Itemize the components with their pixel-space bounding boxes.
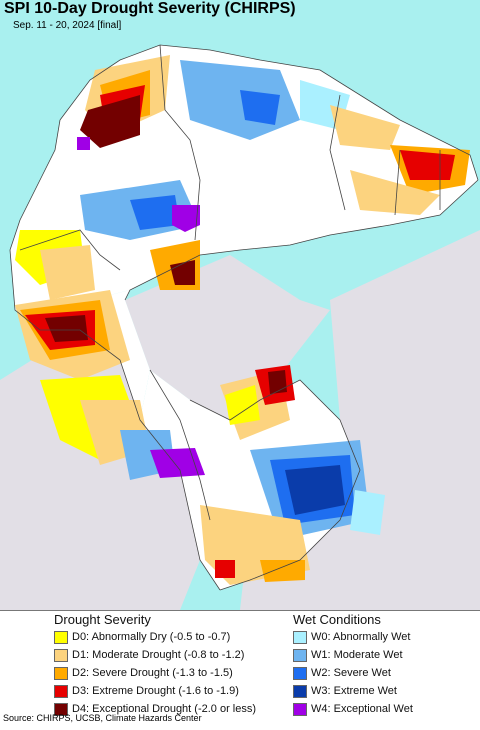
map-panel: SPI 10-Day Drought Severity (CHIRPS) Sep…: [0, 0, 480, 611]
swatch-w2: [293, 666, 307, 680]
border-amazon: [124, 179, 479, 301]
swatch-d1: [54, 648, 68, 662]
drought-legend: Drought Severity D0: Abnormally Dry (-0.…: [54, 611, 256, 718]
patch-d0-bolivia-north: [225, 385, 260, 425]
swatch-w1: [293, 648, 307, 662]
legend-item-d1: D1: Moderate Drought (-0.8 to -1.2): [54, 646, 256, 664]
swatch-w4: [293, 702, 307, 716]
legend: Drought Severity D0: Abnormally Dry (-0.…: [0, 611, 480, 716]
patch-d3-bolivia-south: [215, 560, 235, 578]
patch-d3-guiana: [400, 150, 455, 180]
border-guyana-suriname: [394, 149, 401, 216]
border-peru-bolivia: [149, 369, 211, 521]
map-subtitle: Sep. 11 - 20, 2024 [final]: [13, 20, 122, 31]
severity-patches: [15, 55, 470, 585]
patch-d4-peru: [45, 315, 88, 342]
swatch-d3: [54, 684, 68, 698]
patch-w4-peru: [150, 448, 205, 478]
patch-w4-nw: [77, 137, 90, 150]
swatch-d4: [54, 702, 68, 716]
swatch-w3: [293, 684, 307, 698]
drought-map: [0, 0, 480, 610]
country-borders: [9, 44, 479, 591]
legend-label-d2: D2: Severe Drought (-1.3 to -1.5): [72, 667, 233, 679]
wet-legend: Wet Conditions W0: Abnormally Wet W1: Mo…: [293, 611, 413, 718]
border-bolivia: [189, 379, 361, 591]
patch-d4-east: [170, 260, 195, 285]
patch-w0-bolivia: [350, 490, 385, 535]
patch-d2-bolivia-south: [260, 560, 305, 582]
patch-d4-bolivia-north: [268, 370, 287, 394]
border-north-coast: [59, 44, 479, 181]
swatch-d0: [54, 630, 68, 644]
legend-item-d3: D3: Extreme Drought (-1.6 to -1.9): [54, 682, 256, 700]
legend-item-w1: W1: Moderate Wet: [293, 646, 413, 664]
land-bolivia: [140, 370, 360, 590]
legend-item-d2: D2: Severe Drought (-1.3 to -1.5): [54, 664, 256, 682]
legend-label-w0: W0: Abnormally Wet: [311, 631, 411, 643]
border-ecuador-peru: [19, 229, 121, 271]
patch-d4-north: [80, 95, 140, 148]
drought-legend-heading: Drought Severity: [54, 612, 151, 627]
patch-w2-colombia: [130, 195, 180, 230]
swatch-d2: [54, 666, 68, 680]
legend-item-w0: W0: Abnormally Wet: [293, 628, 413, 646]
legend-label-w3: W3: Extreme Wet: [311, 685, 397, 697]
border-west-coast: [9, 119, 221, 591]
source-credit: Source: CHIRPS, UCSB, Climate Hazards Ce…: [3, 713, 202, 723]
legend-label-d1: D1: Moderate Drought (-0.8 to -1.2): [72, 649, 245, 661]
patch-d1-guiana: [350, 170, 440, 215]
border-venezuela-guyana: [329, 94, 346, 211]
legend-item-d0: D0: Abnormally Dry (-0.5 to -0.7): [54, 628, 256, 646]
legend-label-d3: D3: Extreme Drought (-1.6 to -1.9): [72, 685, 239, 697]
legend-label-d0: D0: Abnormally Dry (-0.5 to -0.7): [72, 631, 231, 643]
map-title: SPI 10-Day Drought Severity (CHIRPS): [4, 0, 296, 17]
patch-d1-ecuador: [40, 245, 95, 300]
legend-item-d4: D4: Exceptional Drought (-2.0 or less): [54, 700, 256, 718]
wet-legend-heading: Wet Conditions: [293, 612, 381, 627]
legend-label-w2: W2: Severe Wet: [311, 667, 391, 679]
legend-label-w1: W1: Moderate Wet: [311, 649, 403, 661]
legend-label-w4: W4: Exceptional Wet: [311, 703, 413, 715]
patch-w2-venezuela: [240, 90, 280, 125]
patch-w3-bolivia: [285, 465, 345, 515]
legend-item-w2: W2: Severe Wet: [293, 664, 413, 682]
patch-w4-colombia: [172, 205, 200, 232]
swatch-w0: [293, 630, 307, 644]
legend-item-w3: W3: Extreme Wet: [293, 682, 413, 700]
outside-region-central: [125, 255, 330, 420]
patch-d1-venezuela: [330, 105, 400, 150]
border-colombia-venezuela: [159, 44, 201, 241]
legend-item-w4: W4: Exceptional Wet: [293, 700, 413, 718]
legend-label-d4: D4: Exceptional Drought (-2.0 or less): [72, 703, 257, 715]
